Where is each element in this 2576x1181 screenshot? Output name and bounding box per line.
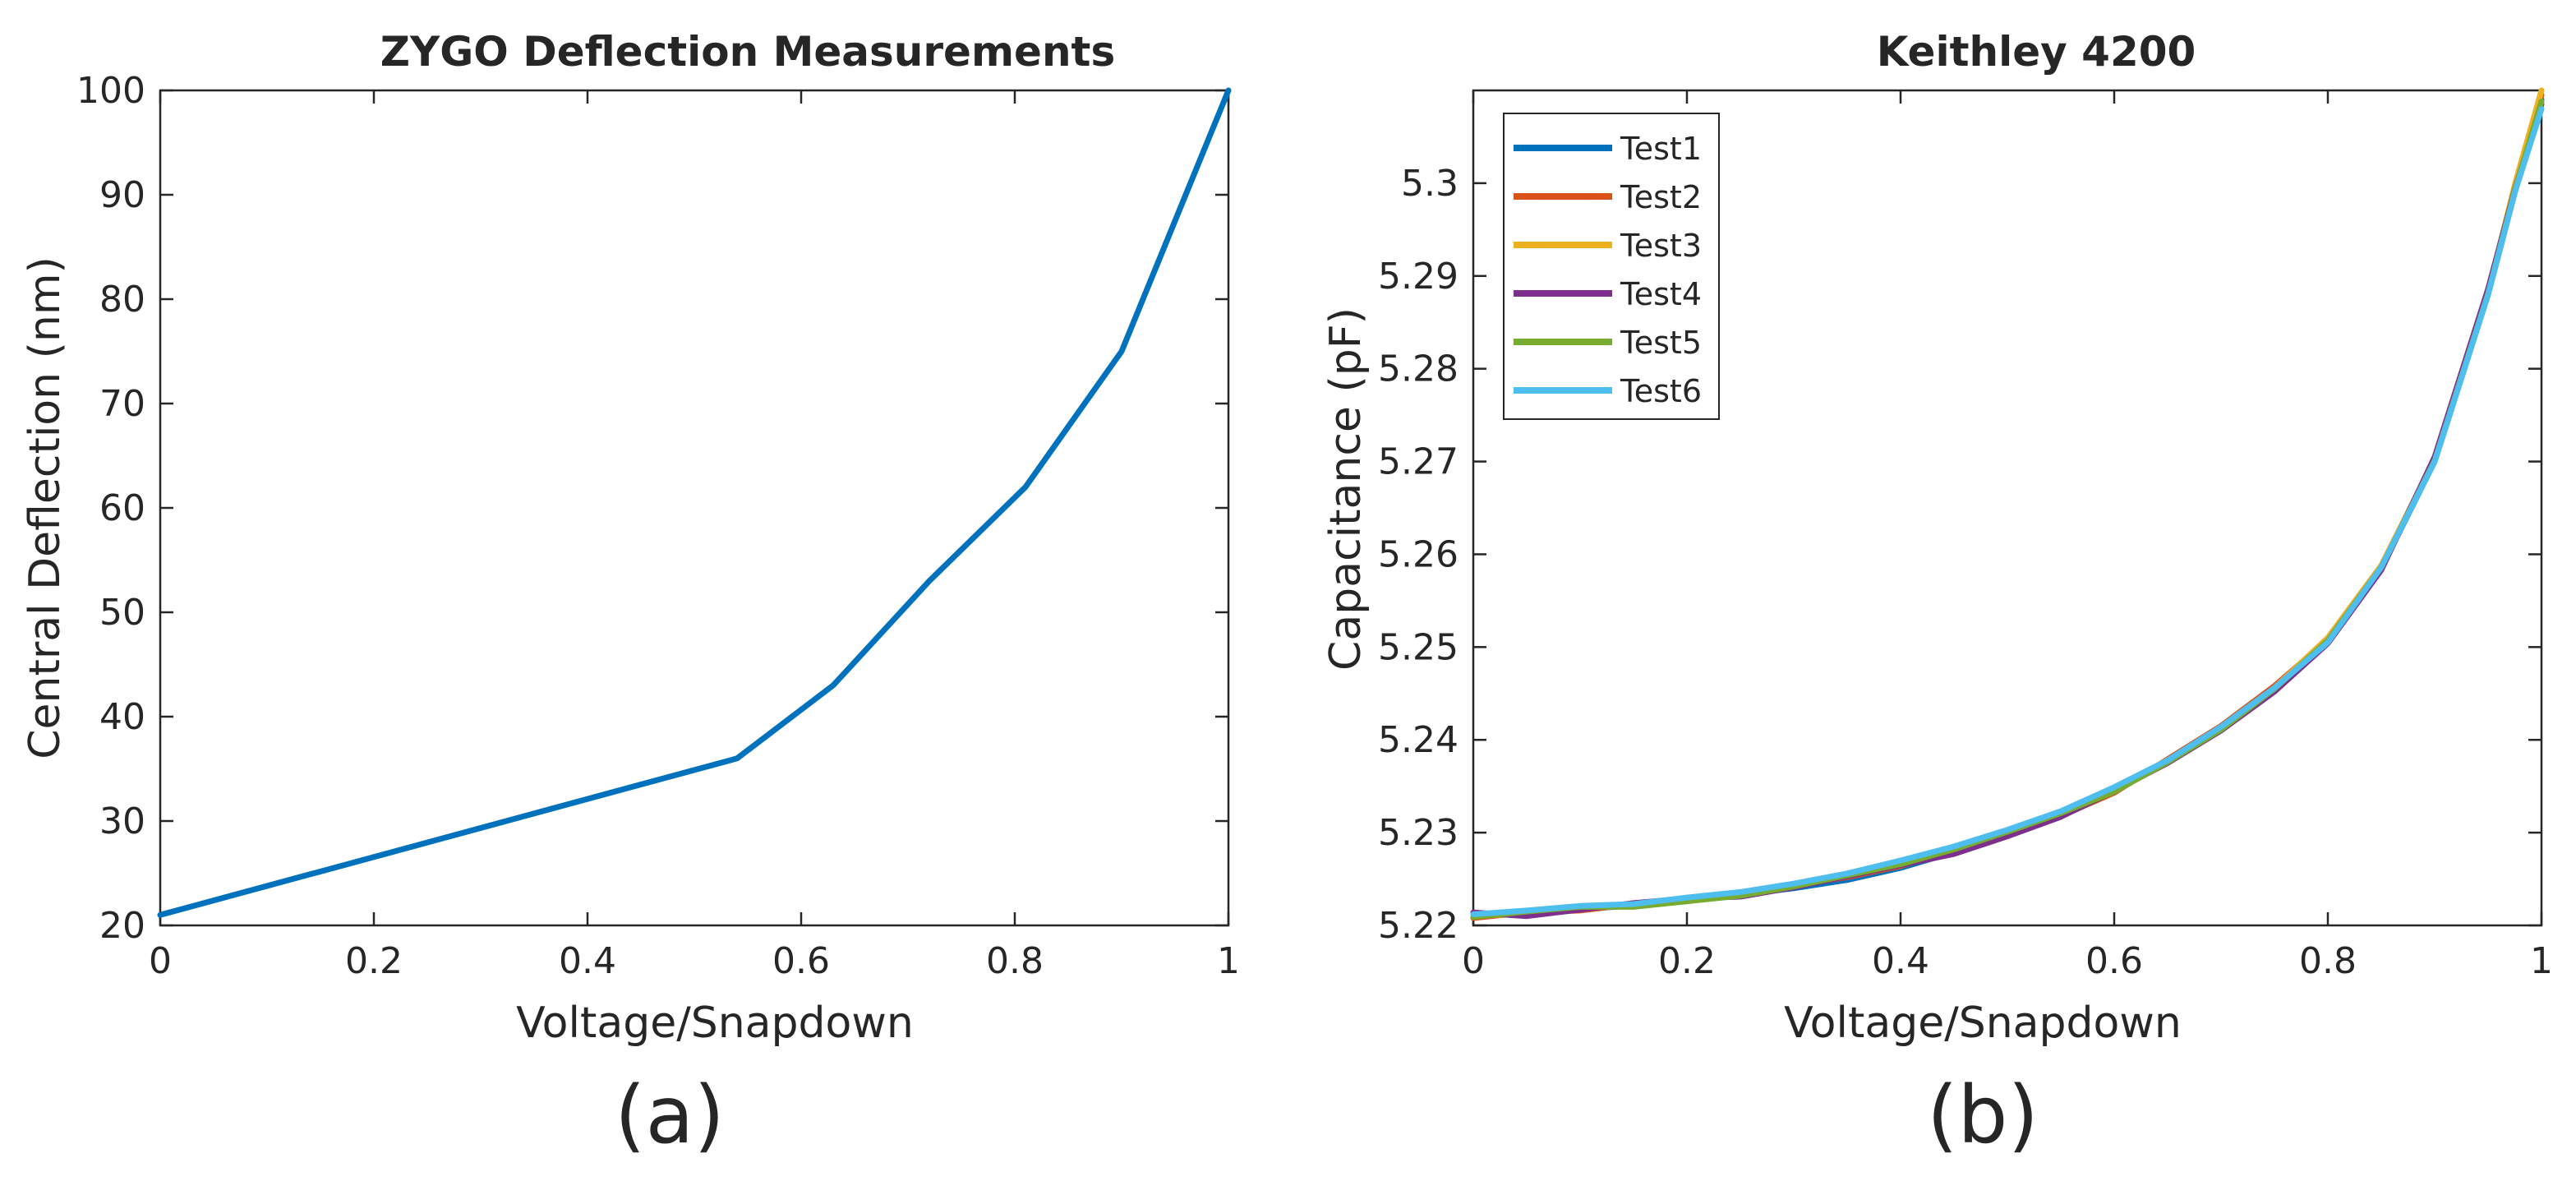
- y-tick-label: 5.28: [1378, 348, 1459, 390]
- series-line-deflection: [157, 87, 1232, 918]
- chart-b-y-ticks: 5.22 5.23 5.24 5.25 5.26 5.27 5.28 5.29 5.3: [1378, 163, 2541, 947]
- x-tick-label: 1: [2530, 940, 2553, 982]
- y-tick-label: 80: [99, 279, 145, 321]
- chart-b-legend: Test1 Test2 Test3 Test4 Test5 Test6: [1503, 113, 1720, 420]
- y-tick-label: 5.23: [1378, 812, 1459, 854]
- x-tick-label: 0.4: [559, 940, 616, 982]
- y-tick-label: 5.26: [1378, 533, 1459, 575]
- y-tick-label: 5.24: [1378, 719, 1459, 761]
- chart-a-series: [157, 87, 1232, 918]
- chart-b-x-ticks: 0 0.2 0.4 0.6 0.8 1: [1462, 90, 2553, 982]
- chart-a-y-axis-label: Central Deflection (nm): [21, 256, 70, 759]
- y-tick-label: 30: [99, 800, 145, 842]
- x-tick-label: 0.4: [1872, 940, 1929, 982]
- y-tick-label: 5.29: [1378, 256, 1459, 298]
- legend-label-test3: Test3: [1620, 228, 1702, 264]
- x-tick-label: 1: [1217, 940, 1240, 982]
- panel-label-b: (b): [1927, 1069, 2039, 1161]
- legend-label-test2: Test2: [1620, 179, 1702, 215]
- legend-label-test4: Test4: [1620, 276, 1702, 312]
- legend-label-test5: Test5: [1620, 325, 1702, 361]
- y-tick-label: 40: [99, 696, 145, 738]
- chart-b-title: Keithley 4200: [1877, 28, 2196, 76]
- x-tick-label: 0: [1462, 940, 1485, 982]
- y-tick-label: 100: [76, 70, 145, 112]
- legend-label-test6: Test6: [1620, 373, 1702, 409]
- chart-a-title: ZYGO Deflection Measurements: [380, 28, 1115, 76]
- chart-b-x-axis-label: Voltage/Snapdown: [1784, 999, 2182, 1048]
- x-tick-label: 0: [149, 940, 172, 982]
- y-tick-label: 5.22: [1378, 905, 1459, 947]
- x-tick-label: 0.8: [986, 940, 1044, 982]
- x-tick-label: 0.6: [772, 940, 830, 982]
- chart-keithley-capacitance: Keithley 4200 0 0.2 0.4 0.6 0.8 1 5.225.235.2…: [1321, 28, 2553, 1161]
- legend-box: [1503, 113, 1720, 420]
- x-tick-label: 0.2: [345, 940, 403, 982]
- chart-zygo-deflection: ZYGO Deflection Measurements 0 0.2 0.4 0.6 0…: [21, 28, 1240, 1161]
- legend-label-test1: Test1: [1620, 131, 1702, 167]
- x-tick-label: 0.8: [2299, 940, 2357, 982]
- chart-a-x-axis-label: Voltage/Snapdown: [516, 999, 914, 1048]
- y-tick-label: 70: [99, 383, 145, 425]
- y-tick-label: 50: [99, 592, 145, 634]
- chart-a-y-ticks: 20 30 40 50 60 70 80 90 100: [76, 70, 1228, 947]
- y-tick-label: 5.27: [1378, 441, 1459, 483]
- chart-a-x-ticks: 0 0.2 0.4 0.6 0.8 1: [149, 90, 1240, 982]
- panel-label-a: (a): [615, 1069, 725, 1161]
- y-tick-label: 60: [99, 487, 145, 529]
- y-tick-label: 5.25: [1378, 626, 1459, 668]
- x-tick-label: 0.6: [2085, 940, 2143, 982]
- y-tick-label: 5.3: [1401, 163, 1459, 205]
- y-tick-label: 20: [99, 905, 145, 947]
- chart-a-plot-area: [159, 89, 1230, 927]
- chart-b-y-axis-label: Capacitance (pF): [1321, 307, 1371, 671]
- series-line-test6: [1470, 106, 2545, 917]
- chart-b-series: [1470, 87, 2545, 921]
- y-tick-label: 90: [99, 174, 145, 216]
- x-tick-label: 0.2: [1658, 940, 1716, 982]
